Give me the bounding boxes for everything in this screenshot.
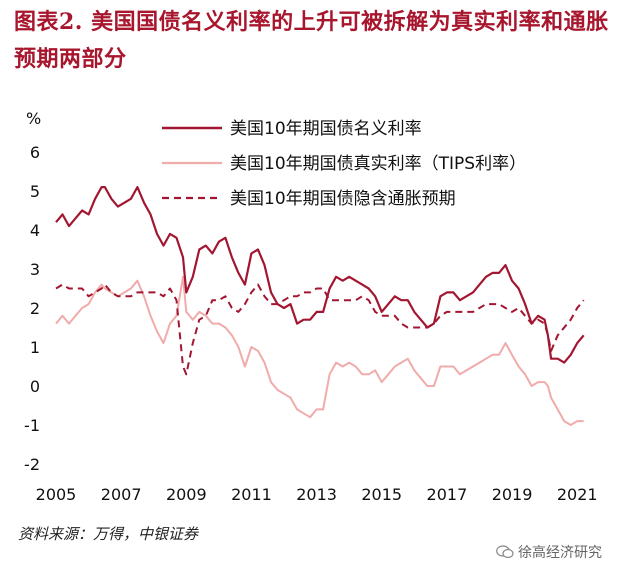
- y-tick-label: 0: [30, 377, 40, 396]
- series-line-nominal: [55, 186, 585, 364]
- y-tick-label: -2: [24, 455, 40, 474]
- watermark: 徐高经济研究: [496, 542, 602, 562]
- x-tick-label: 2011: [231, 485, 272, 504]
- y-tick-label: 2: [30, 299, 40, 318]
- x-tick-label: 2015: [361, 485, 402, 504]
- watermark-text: 徐高经济研究: [518, 545, 602, 561]
- y-tick-label: 4: [30, 221, 40, 240]
- plot-area: [55, 186, 585, 426]
- x-tick-label: 2005: [36, 485, 77, 504]
- x-tick-label: 2019: [492, 485, 533, 504]
- source-note: 资料来源：万得，中银证券: [18, 525, 199, 543]
- y-tick-label: 1: [30, 338, 40, 357]
- y-axis-unit-label: %: [26, 109, 41, 128]
- y-tick-label: 6: [30, 143, 40, 162]
- y-axis-ticks: -2 -1 0 1 2 3 4 5 6: [24, 143, 40, 474]
- legend-label: 美国10年期国债名义利率: [230, 119, 422, 139]
- series-line-real: [55, 275, 584, 426]
- x-tick-label: 2013: [296, 485, 337, 504]
- x-tick-label: 2021: [557, 485, 598, 504]
- chart-title: 图表2. 美国国债名义利率的上升可被拆解为真实利率和通胀预期两部分: [14, 9, 609, 72]
- x-tick-label: 2007: [101, 485, 142, 504]
- y-tick-label: 3: [30, 260, 40, 279]
- series-line-inflation: [55, 283, 585, 376]
- legend-label: 美国10年期国债真实利率（TIPS利率）: [230, 154, 526, 174]
- y-tick-label: 5: [30, 182, 40, 201]
- x-axis-ticks: 2005 2007 2009 2011 2013 2015 2017 2019 2021: [36, 485, 598, 504]
- wechat-icon: [496, 545, 514, 559]
- legend-label: 美国10年期国债隐含通胀预期: [230, 189, 456, 209]
- y-tick-label: -1: [24, 416, 40, 435]
- x-tick-label: 2017: [427, 485, 468, 504]
- x-tick-label: 2009: [166, 485, 207, 504]
